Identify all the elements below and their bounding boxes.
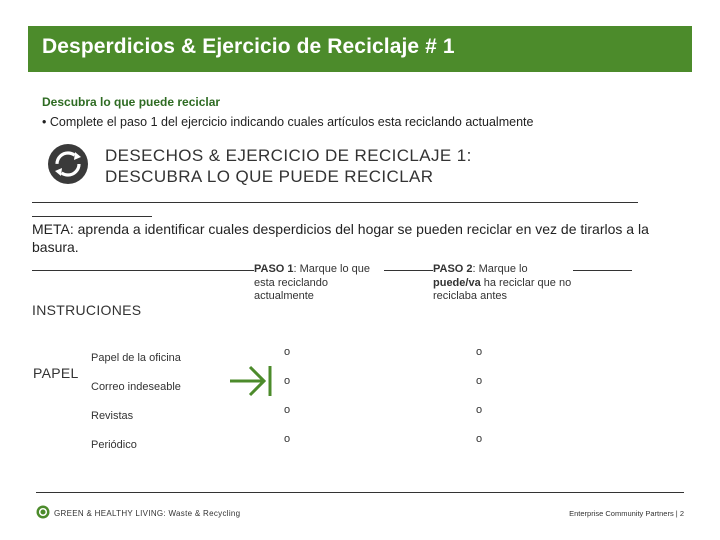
step2-checkbox[interactable]: o (476, 375, 483, 387)
step2-checkbox[interactable]: o (476, 433, 483, 445)
arrow-right-icon (230, 365, 272, 397)
step2-header: PASO 2: Marque lo puede/va ha reciclar q… (433, 263, 573, 304)
footer-divider (36, 492, 684, 493)
step1-label: PASO 1 (254, 263, 294, 275)
footer-title: GREEN & HEALTHY LIVING: Waste & Recyclin… (54, 509, 241, 518)
step2-emphasis: puede/va (433, 276, 481, 289)
category-label: PAPEL (33, 365, 79, 381)
recycle-icon (48, 144, 88, 184)
list-item: Periódico (91, 439, 137, 451)
instruction-bullet: • Complete el paso 1 del ejercicio indic… (42, 115, 534, 129)
logo-icon (36, 505, 50, 519)
divider (32, 216, 152, 217)
step1-checkbox[interactable]: o (284, 404, 291, 416)
step2-text-b: ha reciclar que no reciclaba antes (433, 276, 572, 303)
divider (32, 202, 638, 203)
exercise-title: DESECHOS & EJERCICIO DE RECICLAJE 1: DES… (105, 145, 472, 187)
step2-label: PASO 2 (433, 263, 473, 275)
exercise-title-line2: DESCUBRA LO QUE PUEDE RECICLAR (105, 167, 434, 186)
exercise-title-line1: DESECHOS & EJERCICIO DE RECICLAJE 1: (105, 146, 472, 165)
list-item: Revistas (91, 410, 134, 422)
step1-checkbox[interactable]: o (284, 346, 291, 358)
step1-text: : Marque lo que esta reciclando actualme… (254, 263, 370, 302)
footer-page: Enterprise Community Partners | 2 (569, 509, 684, 518)
step1-checkbox[interactable]: o (284, 375, 291, 387)
step2-checkbox[interactable]: o (476, 346, 483, 358)
instructions-label: INSTRUCIONES (32, 302, 142, 318)
list-item: Papel de la oficina (91, 352, 181, 364)
step2-text-a: : Marque lo (472, 263, 528, 275)
subheading: Descubra lo que puede reciclar (42, 95, 221, 109)
step1-checkbox[interactable]: o (284, 433, 291, 445)
page-title: Desperdicios & Ejercicio de Reciclaje # … (42, 35, 455, 58)
list-item: Correo indeseable (91, 381, 181, 393)
goal-text: META: aprenda a identificar cuales despe… (32, 221, 649, 255)
step2-checkbox[interactable]: o (476, 404, 483, 416)
title-bar: Desperdicios & Ejercicio de Reciclaje # … (28, 26, 692, 72)
step1-header: PASO 1: Marque lo que esta reciclando ac… (254, 263, 384, 304)
